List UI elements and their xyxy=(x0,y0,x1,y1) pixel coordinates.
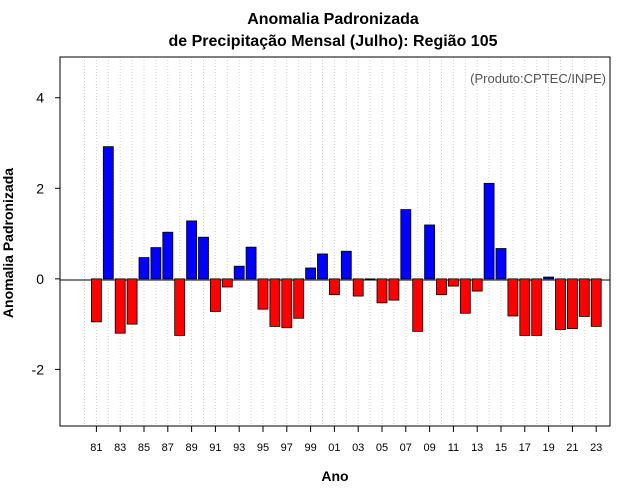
bar-2018 xyxy=(531,278,543,336)
y-tick-label: 4 xyxy=(36,90,44,106)
x-tick-label: 97 xyxy=(281,442,293,454)
bar-2023 xyxy=(590,278,602,327)
bar-1988 xyxy=(174,278,186,336)
x-tick-label: 05 xyxy=(376,442,388,454)
bar-2022 xyxy=(578,278,590,317)
x-tick-label: 17 xyxy=(519,442,531,454)
x-tick-label: 01 xyxy=(328,442,340,454)
bar-2017 xyxy=(519,278,531,336)
bar-1999 xyxy=(305,267,317,280)
bar-1985 xyxy=(138,257,150,280)
bar-1994 xyxy=(245,246,257,280)
bar-2012 xyxy=(459,278,471,314)
x-tick-label: 19 xyxy=(542,442,554,454)
y-tick-label: 2 xyxy=(36,180,44,196)
bar-2013 xyxy=(471,278,483,292)
x-tick-label: 83 xyxy=(114,442,126,454)
x-tick-label: 23 xyxy=(590,442,602,454)
x-tick-label: 09 xyxy=(423,442,435,454)
x-tick-label: 91 xyxy=(209,442,221,454)
bar-2011 xyxy=(447,278,459,287)
bar-2019 xyxy=(543,276,554,280)
bar-1981 xyxy=(91,278,102,323)
plot-frame xyxy=(59,56,611,427)
bar-2003 xyxy=(352,278,364,297)
bar-1989 xyxy=(186,220,198,280)
chart-title: Anomalia Padronizada xyxy=(247,11,419,28)
bar-2001 xyxy=(328,278,340,296)
bar-2021 xyxy=(567,278,578,330)
bar-1997 xyxy=(281,278,293,329)
x-tick-label: 15 xyxy=(495,442,507,454)
bar-1990 xyxy=(198,236,209,280)
y-axis-label: Anomalia Padronizada xyxy=(0,168,16,318)
x-tick-label: 95 xyxy=(257,442,269,454)
bar-1983 xyxy=(114,278,126,334)
chart-subtitle: de Precipitação Mensal (Julho): Região 1… xyxy=(169,33,498,50)
bar-1992 xyxy=(221,278,233,288)
bar-2010 xyxy=(436,278,447,296)
bar-2002 xyxy=(340,250,352,280)
x-tick-label: 21 xyxy=(566,442,578,454)
grid-lines xyxy=(84,57,597,426)
bar-1986 xyxy=(150,247,162,280)
bar-1991 xyxy=(209,278,221,312)
x-tick-label: 99 xyxy=(304,442,316,454)
source-annotation: (Produto:CPTEC/INPE) xyxy=(470,71,606,86)
y-axis: -2 0 2 4 xyxy=(32,90,60,377)
bar-2006 xyxy=(388,278,400,301)
x-tick-label: 93 xyxy=(233,442,245,454)
y-tick-label: -2 xyxy=(32,361,45,377)
x-axis-label: Ano xyxy=(321,468,348,484)
bar-1984 xyxy=(126,278,138,325)
bar-2015 xyxy=(495,248,507,280)
bar-1998 xyxy=(293,278,305,319)
bar-2016 xyxy=(507,278,519,317)
x-tick-label: 87 xyxy=(162,442,174,454)
bar-2009 xyxy=(424,224,436,280)
bar-2014 xyxy=(483,182,495,280)
x-tick-label: 07 xyxy=(400,442,412,454)
bars xyxy=(91,146,602,336)
bar-2000 xyxy=(317,253,328,280)
bar-1987 xyxy=(162,231,174,280)
bar-2005 xyxy=(376,278,388,304)
bar-1996 xyxy=(269,278,281,327)
bar-1995 xyxy=(257,278,269,310)
x-tick-label: 11 xyxy=(448,442,459,454)
x-tick-label: 81 xyxy=(90,442,102,454)
x-tick-label: 03 xyxy=(352,442,364,454)
bar-2020 xyxy=(555,278,566,330)
y-tick-label: 0 xyxy=(36,271,44,287)
x-tick-label: 89 xyxy=(185,442,197,454)
bar-2007 xyxy=(400,209,412,280)
x-axis: 81 83 85 87 89 91 93 95 97 99 01 03 05 07 09 11 13 15 17 19… xyxy=(90,426,602,454)
bar-2004 xyxy=(364,278,376,281)
x-tick-label: 13 xyxy=(471,442,483,454)
bar-1993 xyxy=(233,265,245,280)
bar-2008 xyxy=(412,278,424,332)
bar-1982 xyxy=(102,146,114,280)
x-tick-label: 85 xyxy=(138,442,150,454)
